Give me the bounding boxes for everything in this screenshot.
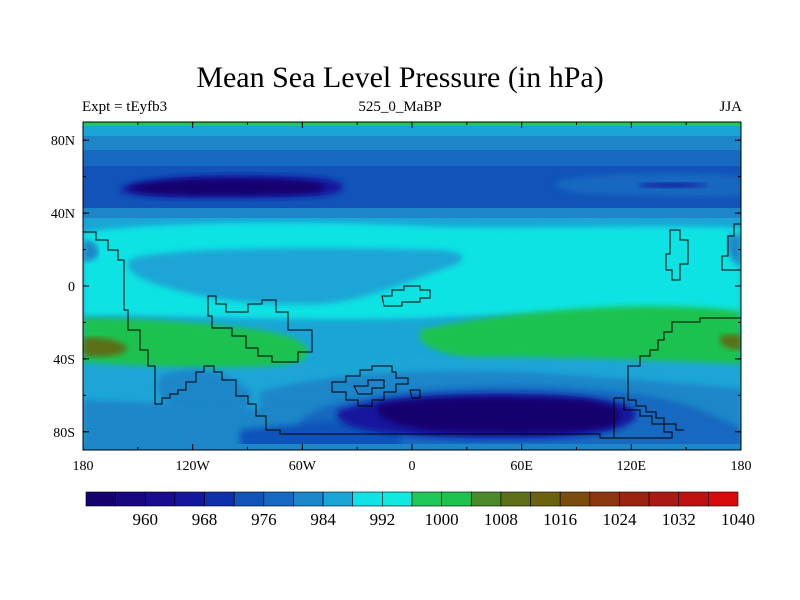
season-label: JJA <box>719 99 742 115</box>
colorbar-swatch <box>144 491 176 507</box>
colorbar-label: 1016 <box>543 510 577 529</box>
colorbar-swatch <box>559 491 591 507</box>
lon-tick-label: 120W <box>176 459 211 474</box>
lon-tick-label: 120E <box>617 459 647 474</box>
continent-outlines <box>83 223 741 439</box>
colorbar-label: 968 <box>192 510 218 529</box>
lat-tick-label: 40N <box>51 207 75 222</box>
experiment-label: Expt = tEyfb3 <box>82 99 168 115</box>
colorbar-label: 984 <box>310 510 336 529</box>
lon-tick-label: 180 <box>73 459 94 474</box>
lat-tick-label: 0 <box>68 280 75 295</box>
colorbar-label: 976 <box>251 510 277 529</box>
colorbar-label: 1008 <box>484 510 518 529</box>
lon-tick-label: 0 <box>409 459 416 474</box>
colorbar-swatch <box>678 491 709 507</box>
map-title: Mean Sea Level Pressure (in hPa) <box>196 61 604 94</box>
colorbar-swatch <box>174 491 205 507</box>
colorbar-label: 960 <box>133 510 159 529</box>
colorbar-swatch <box>530 491 561 507</box>
colorbar-label: 992 <box>370 510 396 529</box>
colorbar-label: 1032 <box>662 510 696 529</box>
colorbar-swatch <box>411 491 442 507</box>
lon-tick-label: 60W <box>289 459 317 474</box>
lon-tick-label: 180 <box>731 459 752 474</box>
colorbar-swatch <box>589 491 620 507</box>
colorbar-swatch <box>352 491 383 507</box>
colorbar-swatch <box>85 491 116 507</box>
colorbar-swatch <box>233 491 265 507</box>
colorbar-swatch <box>204 491 235 507</box>
colorbar-swatch <box>382 491 413 507</box>
colorbar-label: 1000 <box>425 510 459 529</box>
colorbar-swatch <box>293 491 324 507</box>
colorbar-swatch <box>500 491 531 507</box>
lat-tick-label: 80S <box>53 426 75 441</box>
colorbar-swatch <box>322 491 354 507</box>
axis-ticks: 180 120W 60W 0 60E 120E 180 80N 40N 0 40S 80S <box>51 122 752 474</box>
colorbar-swatch <box>441 491 472 507</box>
lat-tick-label: 80N <box>51 134 75 149</box>
lat-tick-label: 40S <box>53 353 75 368</box>
colorbar-label: 1040 <box>721 510 755 529</box>
lon-tick-label: 60E <box>510 459 533 474</box>
period-label: 525_0_MaBP <box>358 99 442 115</box>
colorbar-label: 1024 <box>602 510 637 529</box>
colorbar-swatch <box>263 491 294 507</box>
colorbar: 960 968 976 984 992 1000 1008 1016 1024 1032 1040 <box>85 491 755 529</box>
colorbar-swatch <box>470 491 502 507</box>
colorbar-swatch <box>648 491 680 507</box>
colorbar-swatch <box>619 491 650 507</box>
colorbar-swatch <box>708 491 739 507</box>
colorbar-swatch <box>115 491 146 507</box>
